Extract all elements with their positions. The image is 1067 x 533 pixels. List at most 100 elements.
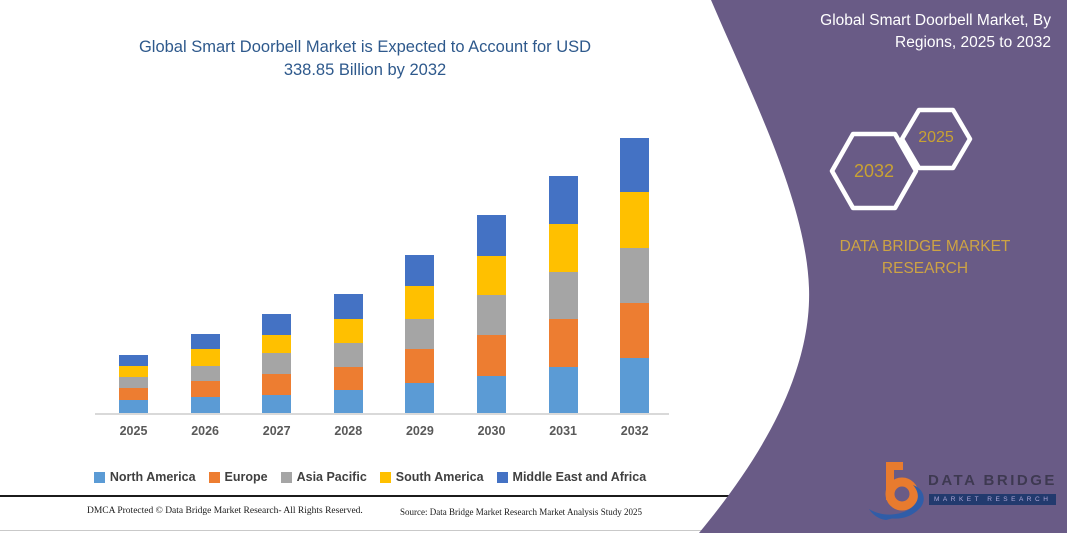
x-axis-label-2032: 2032 bbox=[620, 424, 649, 438]
logo-swoosh bbox=[869, 485, 924, 519]
bar-segment-2025-south-america bbox=[119, 366, 148, 377]
legend-label: North America bbox=[109, 470, 196, 484]
bar-2030 bbox=[477, 215, 506, 414]
brand-wordmark-line1: DATA BRIDGE MARKET bbox=[839, 238, 1011, 255]
legend-item-asia-pacific: Asia Pacific bbox=[280, 470, 367, 484]
brand-wordmark: DATA BRIDGE MARKET RESEARCH bbox=[800, 236, 1050, 280]
legend-swatch-icon bbox=[496, 471, 508, 483]
panel-title-line1: Global Smart Doorbell Market, By bbox=[820, 12, 1051, 29]
dbmr-logo-icon bbox=[869, 462, 924, 520]
logo-swoosh-tail bbox=[869, 509, 894, 520]
bar-segment-2032-europe bbox=[620, 302, 650, 358]
x-axis-label-2031: 2031 bbox=[549, 424, 577, 438]
chart-title-line2: 338.85 Billion by 2032 bbox=[283, 61, 447, 79]
legend-swatch-icon bbox=[280, 471, 292, 483]
bar-segment-2030-middle-east-and-africa bbox=[477, 215, 506, 256]
chart-legend: North America Europe Asia Pacific South Ame… bbox=[60, 470, 680, 484]
x-axis-label-2026: 2026 bbox=[191, 424, 219, 438]
bottom-edge-line bbox=[0, 530, 1067, 531]
bar-2028 bbox=[333, 294, 363, 414]
logo-subtitle-text: MARKET RESEARCH bbox=[929, 494, 1057, 505]
bar-segment-2028-north-america bbox=[333, 390, 363, 414]
bar-segment-2029-asia-pacific bbox=[405, 319, 435, 349]
footer-divider-line bbox=[0, 495, 1067, 497]
bar-segment-2030-north-america bbox=[477, 376, 506, 414]
bar-segment-2031-south-america bbox=[548, 224, 578, 272]
x-axis-label-2030: 2030 bbox=[477, 424, 506, 438]
bar-segment-2027-asia-pacific bbox=[262, 353, 292, 374]
footer-dmca-text: DMCA Protected © Data Bridge Market Rese… bbox=[87, 506, 363, 516]
bar-segment-2026-middle-east-and-africa bbox=[190, 334, 220, 349]
chart-title-line1: Global Smart Doorbell Market is Expected… bbox=[138, 38, 592, 56]
bar-segment-2025-north-america bbox=[119, 400, 148, 414]
x-axis-label-2029: 2029 bbox=[405, 424, 434, 438]
x-axis-line bbox=[95, 413, 669, 415]
legend-swatch-icon bbox=[208, 471, 220, 483]
bar-2026 bbox=[190, 334, 220, 414]
bar-segment-2027-middle-east-and-africa bbox=[262, 314, 292, 335]
bar-segment-2029-middle-east-and-africa bbox=[405, 255, 435, 286]
bar-segment-2025-middle-east-and-africa bbox=[119, 355, 148, 366]
panel-background bbox=[699, 0, 1067, 533]
panel-title: Global Smart Doorbell Market, By Regions… bbox=[766, 10, 1051, 54]
logo-name-text: DATA BRIDGE bbox=[928, 472, 1057, 489]
bar-segment-2030-asia-pacific bbox=[477, 295, 506, 335]
chart-title: Global Smart Doorbell Market is Expected… bbox=[85, 36, 645, 82]
logo-b-bowl bbox=[885, 477, 919, 511]
legend-item-europe: Europe bbox=[208, 470, 268, 484]
bar-segment-2028-europe bbox=[333, 367, 363, 390]
legend-swatch-icon bbox=[93, 471, 105, 483]
bar-segment-2030-south-america bbox=[477, 256, 506, 295]
legend-item-north-america: North America bbox=[93, 470, 196, 484]
bar-2027 bbox=[262, 314, 292, 414]
footer-source-text: Source: Data Bridge Market Research Mark… bbox=[400, 507, 642, 517]
legend-item-middle-east-and-africa: Middle East and Africa bbox=[496, 470, 647, 484]
legend-item-south-america: South America bbox=[379, 470, 484, 484]
bar-segment-2028-middle-east-and-africa bbox=[333, 294, 363, 319]
bar-segment-2031-europe bbox=[548, 319, 578, 367]
hexagon-2032-label: 2032 bbox=[853, 161, 895, 181]
x-axis-label-2025: 2025 bbox=[119, 424, 148, 438]
bar-segment-2031-north-america bbox=[548, 367, 578, 414]
bar-segment-2027-north-america bbox=[262, 395, 292, 414]
bar-2031 bbox=[548, 176, 578, 414]
legend-label: Europe bbox=[224, 470, 268, 484]
bar-chart-plot-area bbox=[95, 118, 670, 414]
bar-segment-2028-south-america bbox=[333, 319, 363, 343]
bar-segment-2026-south-america bbox=[190, 349, 220, 366]
legend-swatch-icon bbox=[379, 471, 391, 483]
bar-2032 bbox=[620, 137, 650, 414]
bar-segment-2029-south-america bbox=[405, 286, 435, 319]
bar-segment-2027-south-america bbox=[262, 335, 292, 353]
hexagon-2025 bbox=[899, 107, 973, 171]
bar-segment-2029-north-america bbox=[405, 383, 435, 414]
legend-label: Middle East and Africa bbox=[512, 470, 647, 484]
bar-segment-2026-north-america bbox=[190, 397, 220, 414]
bar-segment-2032-south-america bbox=[620, 191, 650, 248]
bar-2025 bbox=[119, 355, 148, 414]
brand-wordmark-line2: RESEARCH bbox=[881, 260, 969, 277]
bar-segment-2032-middle-east-and-africa bbox=[620, 137, 650, 192]
bar-segment-2031-asia-pacific bbox=[548, 272, 578, 319]
bar-segment-2032-asia-pacific bbox=[620, 247, 650, 303]
legend-label: South America bbox=[395, 470, 484, 484]
legend-label: Asia Pacific bbox=[296, 470, 367, 484]
bar-segment-2025-asia-pacific bbox=[119, 377, 148, 388]
hexagon-2025-label: 2025 bbox=[918, 129, 954, 146]
hexagon-2032 bbox=[829, 131, 919, 211]
bar-segment-2025-europe bbox=[119, 388, 148, 400]
bar-segment-2026-europe bbox=[190, 381, 220, 397]
bar-segment-2028-asia-pacific bbox=[333, 343, 363, 367]
bar-segment-2027-europe bbox=[262, 374, 292, 395]
bar-segment-2029-europe bbox=[405, 349, 435, 383]
bar-segment-2031-middle-east-and-africa bbox=[548, 176, 578, 224]
x-axis-label-2027: 2027 bbox=[262, 424, 291, 438]
bar-segment-2026-asia-pacific bbox=[190, 366, 220, 381]
x-axis-label-2028: 2028 bbox=[334, 424, 363, 438]
bar-segment-2032-north-america bbox=[620, 357, 650, 414]
panel-title-line2: Regions, 2025 to 2032 bbox=[895, 34, 1051, 51]
bar-segment-2030-europe bbox=[477, 335, 506, 376]
bar-2029 bbox=[405, 255, 435, 414]
